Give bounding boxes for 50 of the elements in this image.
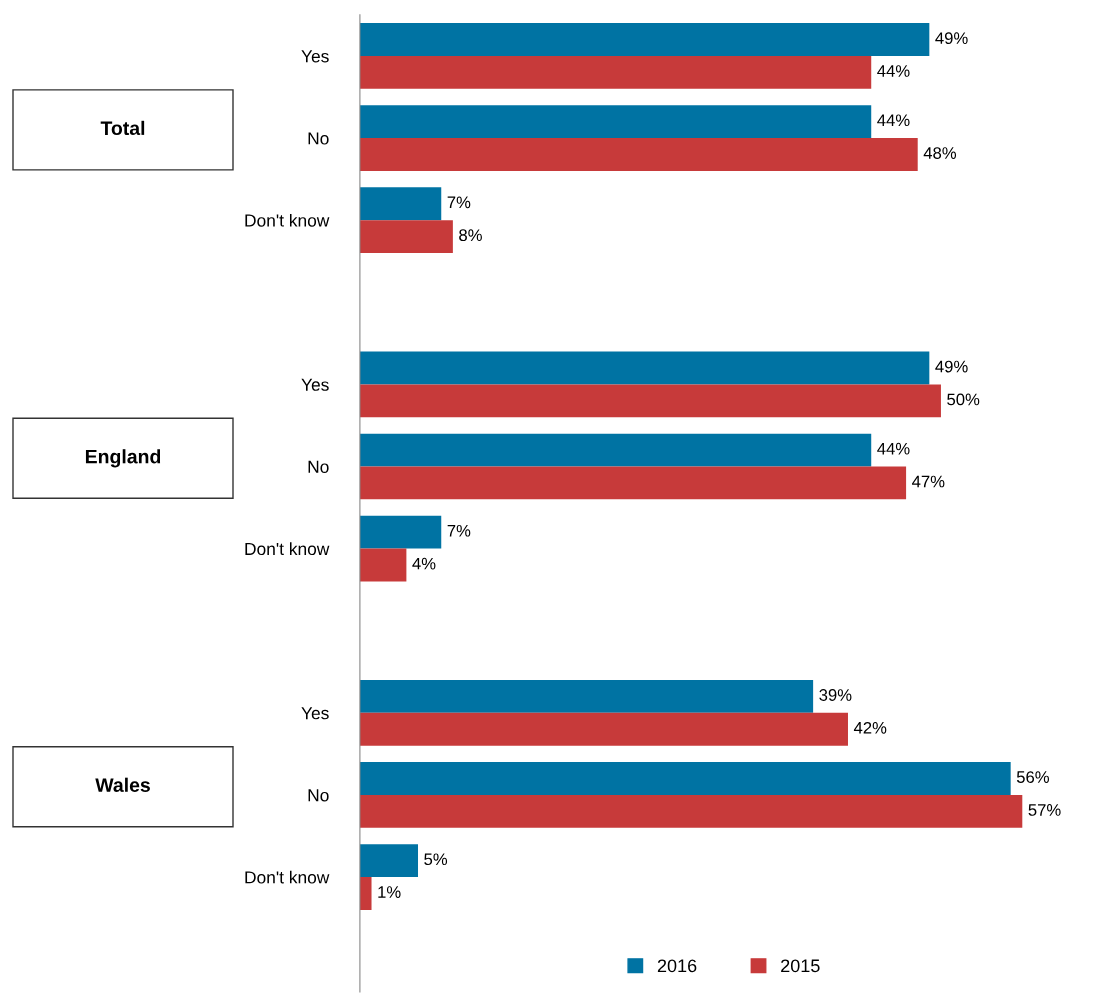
y-tick-label: Don't know [245,870,330,884]
bar [359,138,918,171]
bar [359,515,442,549]
text: England [85,449,161,468]
data-label: 48% [923,147,957,159]
y-tick-label: No [308,789,329,802]
data-label: 8% [459,229,482,242]
bar [359,187,442,221]
y-tick-label: Don't know [245,213,330,227]
bar [359,23,930,56]
data-label: 44% [877,442,910,455]
y-tick-label: No [308,460,329,473]
data-label: 7% [447,524,471,537]
text: Wales [95,777,150,792]
bar [359,794,1023,828]
data-label: 44% [877,114,910,127]
data-label: 7% [447,196,471,209]
bar [359,351,930,385]
bar [359,55,872,89]
bar [359,680,814,713]
y-tick-label: Yes [301,50,329,63]
data-label: 1% [378,886,401,898]
data-label: 57% [1028,804,1061,816]
y-tick-label: Yes [301,378,329,391]
data-label: 50% [947,393,980,406]
data-label: 42% [853,721,887,734]
bar [359,433,872,467]
data-label: 49% [935,32,968,45]
bar [359,762,1011,795]
data-label: 4% [412,557,436,570]
bar [359,105,872,139]
y-tick-label: No [308,132,329,145]
y-tick-label: Yes [301,707,329,720]
data-label: 5% [424,853,448,866]
y-tick-label: Don't know [245,542,330,556]
data-label: 39% [819,689,852,701]
bar [359,220,453,254]
legend-label: 2015 [781,959,820,973]
data-label: 47% [912,475,945,488]
legend-label: 2016 [657,959,697,973]
text: Total [100,120,145,136]
data-label: 44% [877,65,910,77]
bar [359,877,372,910]
data-label: 56% [1016,771,1049,783]
bar [359,844,419,878]
bar [359,384,941,418]
bar [359,466,907,500]
bar [359,712,848,746]
bar [359,548,407,582]
data-label: 49% [935,360,968,373]
